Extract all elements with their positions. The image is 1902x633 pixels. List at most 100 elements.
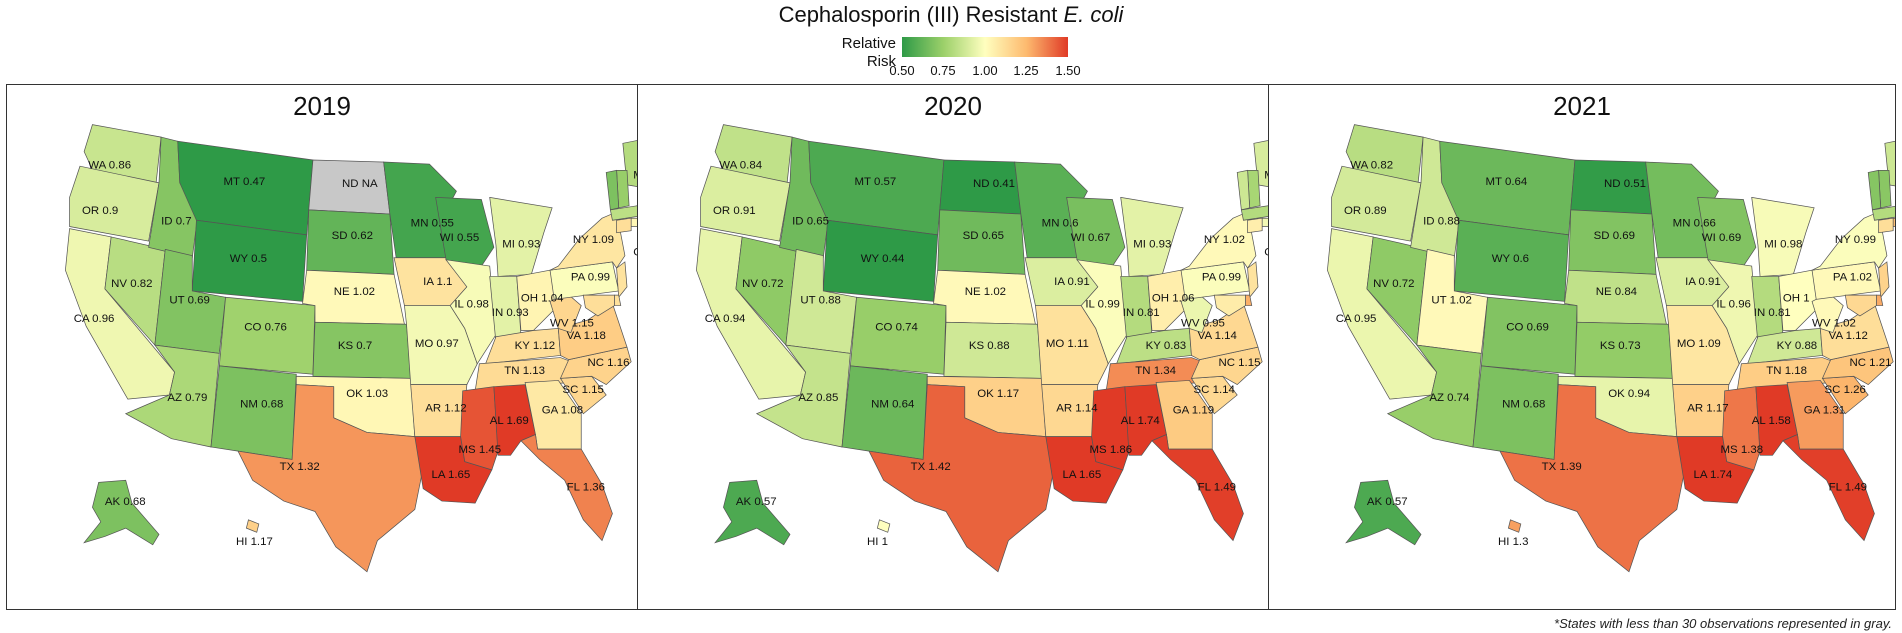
state-label-ak: AK 0.57	[1367, 496, 1408, 508]
state-label-hi: HI 1.17	[236, 536, 273, 548]
state-label-ut: UT 1.02	[1431, 294, 1471, 306]
legend-label-line1: Relative	[841, 35, 896, 52]
state-label-ne: NE 1.02	[965, 286, 1006, 298]
legend-tick: 1.50	[1055, 63, 1081, 78]
state-ma	[1240, 205, 1268, 221]
state-az	[1386, 344, 1482, 448]
state-label-wv: WV 0.95	[1181, 317, 1225, 329]
state-label-ct: CT 1.06	[1264, 247, 1268, 259]
state-label-ar: AR 1.14	[1056, 403, 1098, 415]
state-mi	[489, 196, 553, 277]
state-label-tx: TX 1.32	[280, 461, 320, 473]
state-label-mi: MI 0.93	[502, 238, 540, 250]
state-label-ny: NY 1.02	[1204, 234, 1245, 246]
state-co	[218, 296, 316, 375]
state-label-hi: HI 1	[867, 536, 888, 548]
state-oh	[1147, 269, 1190, 331]
state-va	[1819, 302, 1890, 361]
state-label-ga: GA 1.08	[542, 405, 583, 417]
state-label-mi: MI 0.93	[1133, 238, 1171, 250]
state-label-nd: ND NA	[342, 178, 378, 190]
state-label-ok: OK 0.94	[1608, 388, 1651, 400]
state-label-al: AL 1.74	[1121, 415, 1161, 427]
state-oh	[516, 269, 559, 331]
state-label-mo: MO 1.09	[1677, 338, 1721, 350]
state-label-sc: SC 1.15	[563, 384, 604, 396]
state-label-mn: MN 0.55	[411, 218, 454, 230]
state-label-mo: MO 0.97	[415, 338, 459, 350]
state-label-me: ME 0.9	[1264, 170, 1268, 182]
state-label-fl: FL 1.49	[1198, 482, 1236, 494]
state-sd	[306, 209, 395, 275]
state-label-ks: KS 0.7	[338, 340, 372, 352]
state-or	[700, 165, 791, 242]
state-nm	[210, 365, 297, 460]
map-panel-2021: 2021 WA 0.82 OR 0.89 CA 0.95 NV 0.72 ID 0.88…	[1268, 84, 1896, 610]
state-nj	[1247, 261, 1259, 299]
state-label-tn: TN 1.34	[1135, 365, 1176, 377]
state-nj	[1878, 261, 1890, 299]
state-de	[614, 294, 622, 306]
state-ct	[616, 217, 632, 234]
state-hi	[876, 519, 891, 533]
state-label-nv: NV 0.72	[1373, 278, 1414, 290]
state-label-wa: WA 0.86	[88, 159, 131, 171]
state-ny	[1811, 211, 1888, 271]
state-label-sd: SD 0.69	[1594, 230, 1635, 242]
state-vt	[1236, 169, 1251, 211]
state-label-ny: NY 0.99	[1835, 234, 1876, 246]
state-label-nm: NM 0.64	[871, 398, 915, 410]
state-label-tn: TN 1.18	[1766, 365, 1807, 377]
state-ak	[83, 479, 160, 546]
state-label-il: IL 0.96	[1716, 299, 1751, 311]
state-label-mn: MN 0.6	[1042, 218, 1079, 230]
state-label-ga: GA 1.19	[1173, 405, 1214, 417]
state-label-wa: WA 0.84	[719, 159, 762, 171]
state-label-wy: WY 0.44	[861, 253, 905, 265]
state-label-ak: AK 0.57	[736, 496, 777, 508]
state-label-nm: NM 0.68	[1502, 398, 1545, 410]
state-az	[124, 344, 220, 448]
legend-label-line2: Risk	[866, 53, 896, 70]
state-label-oh: OH 1.04	[521, 292, 564, 304]
state-label-ak: AK 0.68	[105, 496, 146, 508]
us-map: WA 0.82 OR 0.89 CA 0.95 NV 0.72 ID 0.88 MT 0.…	[1327, 124, 1895, 573]
state-ny	[549, 211, 626, 271]
state-label-nv: NV 0.72	[742, 278, 783, 290]
state-sd	[1568, 209, 1657, 275]
state-label-ky: KY 1.12	[515, 340, 556, 352]
state-label-la: LA 1.65	[431, 469, 470, 481]
state-label-ne: NE 0.84	[1596, 286, 1638, 298]
state-label-sd: SD 0.62	[332, 230, 373, 242]
state-label-nc: NC 1.16	[587, 357, 629, 369]
state-label-pa: PA 0.99	[1202, 272, 1241, 284]
state-label-co: CO 0.69	[1506, 322, 1549, 334]
map-panel-2020: 2020 WA 0.84 OR 0.91 CA 0.94 NV 0.72 ID 0.65…	[637, 84, 1269, 610]
state-label-ok: OK 1.03	[346, 388, 388, 400]
state-label-ia: IA 1.1	[423, 276, 452, 288]
state-label-fl: FL 1.49	[1829, 482, 1867, 494]
state-label-mn: MN 0.66	[1673, 218, 1716, 230]
state-ak	[1345, 479, 1422, 546]
state-label-la: LA 1.65	[1062, 469, 1101, 481]
state-label-ar: AR 1.17	[1687, 403, 1728, 415]
state-label-ms: MS 1.45	[459, 444, 502, 456]
state-label-in: IN 0.93	[492, 307, 529, 319]
state-label-va: VA 1.18	[567, 330, 606, 342]
state-label-nc: NC 1.21	[1849, 357, 1891, 369]
state-label-or: OR 0.89	[1344, 205, 1387, 217]
state-label-tx: TX 1.39	[1542, 461, 1582, 473]
state-label-al: AL 1.69	[490, 415, 529, 427]
state-label-ca: CA 0.95	[1336, 313, 1377, 325]
state-nm	[1472, 365, 1559, 460]
state-label-wy: WY 0.5	[230, 253, 267, 265]
state-va	[557, 302, 628, 361]
state-ma	[1871, 206, 1895, 221]
state-label-co: CO 0.74	[875, 322, 918, 334]
state-hi	[245, 519, 260, 533]
state-hi	[1507, 519, 1522, 533]
state-label-id: ID 0.88	[1423, 215, 1460, 227]
state-label-fl: FL 1.36	[567, 482, 605, 494]
state-label-ky: KY 0.88	[1777, 340, 1818, 352]
state-label-nc: NC 1.15	[1218, 357, 1260, 369]
